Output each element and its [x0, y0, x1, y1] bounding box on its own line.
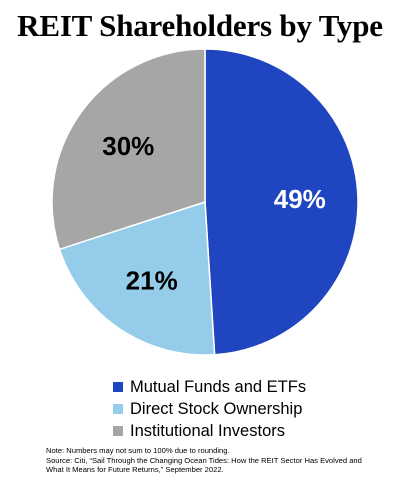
pie-slice-mutual-funds: [204, 48, 359, 356]
footnotes: Note: Numbers may not sum to 100% due to…: [46, 446, 391, 475]
legend-item-mutual-funds: Mutual Funds and ETFs: [113, 376, 400, 398]
legend-label-institutional: Institutional Investors: [130, 421, 285, 440]
legend-swatch-direct-stock: [113, 404, 123, 414]
legend: Mutual Funds and ETFs Direct Stock Owner…: [113, 376, 400, 442]
source-line-1: Source: Citi, “Sail Through the Changing…: [46, 455, 362, 465]
legend-item-institutional: Institutional Investors: [113, 420, 400, 442]
slice-label-direct-stock: 21%: [126, 266, 178, 296]
chart-title: REIT Shareholders by Type: [17, 8, 383, 43]
slice-label-mutual-funds: 49%: [274, 184, 326, 214]
legend-item-direct-stock: Direct Stock Ownership: [113, 398, 400, 420]
pie-slice-institutional: [51, 48, 206, 251]
note-rounding: Note: Numbers may not sum to 100% due to…: [46, 446, 230, 455]
legend-swatch-mutual-funds: [113, 382, 123, 392]
source-line-2: What It Means for Future Returns,” Septe…: [46, 465, 224, 475]
legend-label-direct-stock: Direct Stock Ownership: [130, 399, 303, 418]
pie-slice-direct-stock: [58, 200, 216, 356]
legend-label-mutual-funds: Mutual Funds and ETFs: [130, 377, 307, 396]
slice-label-institutional: 30%: [102, 131, 154, 161]
legend-swatch-institutional: [113, 426, 123, 436]
